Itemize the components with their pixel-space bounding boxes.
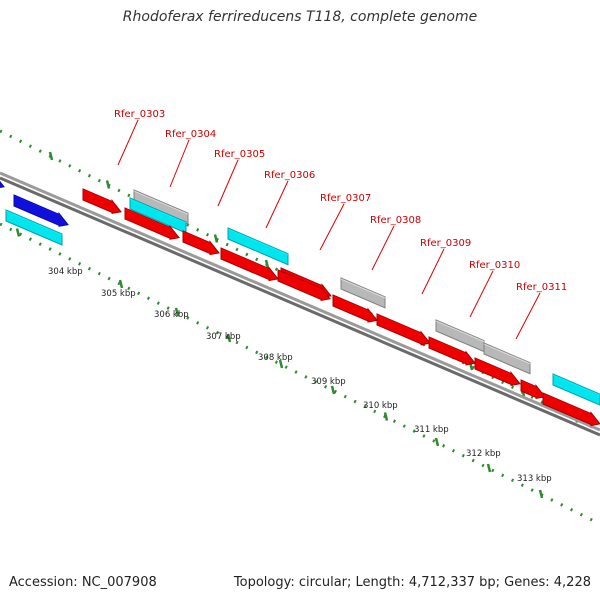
- outer-major-tick: [264, 259, 270, 269]
- inner-major-tick: [383, 412, 389, 421]
- gene-arrow-inner-5: [428, 336, 476, 366]
- gene-arrow-0306a-highlight: [182, 231, 211, 245]
- inner-major-tick: [278, 359, 284, 369]
- kbp-label-1: 305 kbp: [101, 289, 136, 299]
- gene-label-2: Rfer_0305: [214, 149, 265, 160]
- gene-arrow-inner-2-highlight: [220, 248, 270, 271]
- accession-text: Accession: NC_007908: [9, 575, 157, 590]
- leader-line-4: [319, 203, 345, 251]
- kbp-label-2: 306 kbp: [154, 310, 189, 320]
- gene-label-5: Rfer_0308: [370, 215, 421, 226]
- inner-major-tick: [434, 437, 440, 447]
- gene-arrow-0304-gray: [133, 189, 189, 225]
- gene-label-0: Rfer_0303: [114, 109, 165, 120]
- map-title: Rhodoferax ferrireducens T118, complete …: [122, 9, 478, 25]
- backbone-line-shadow: [0, 176, 600, 437]
- gene-arrow-cyan-end: [552, 373, 600, 406]
- gene-arrow-inner-7: [542, 392, 600, 427]
- gene-arrow-inner-1: [124, 207, 180, 240]
- gene-label-4: Rfer_0307: [320, 193, 371, 204]
- gene-arrow-cyan-2: [5, 209, 63, 246]
- gene-arrow-0306a: [182, 230, 220, 256]
- gene-arrow-inner-3-highlight: [277, 270, 322, 290]
- inner-major-tick: [118, 279, 124, 289]
- inner-major-tick: [486, 463, 492, 473]
- gene-arrow-inner-4-highlight: [332, 295, 369, 312]
- kbp-label-6: 310 kbp: [363, 401, 398, 411]
- gene-arrow-small: [520, 379, 546, 400]
- kbp-label-7: 311 kbp: [414, 425, 449, 435]
- kbp-label-9: 313 kbp: [517, 474, 552, 484]
- inner-tick-ring: [0, 222, 600, 526]
- gene-arrow-inner-2: [220, 247, 279, 282]
- kbp-label-4: 308 kbp: [258, 353, 293, 363]
- kbp-label-0: 304 kbp: [48, 267, 83, 277]
- gene-arrow-cyan-end-highlight: [552, 374, 600, 396]
- gene-arrow-inner-1-highlight: [124, 208, 171, 229]
- topology-text: Topology: circular; Length: 4,712,337 bp…: [233, 575, 591, 590]
- leader-line-2: [217, 159, 239, 207]
- gene-arrow-0308-highlight: [340, 278, 386, 299]
- outer-major-tick: [105, 180, 111, 189]
- leader-line-0: [117, 119, 139, 166]
- gene-label-1: Rfer_0304: [165, 129, 216, 140]
- gene-arrow-0303-highlight: [82, 189, 113, 203]
- gene-arrow-0309-highlight: [376, 314, 422, 335]
- outer-tick-ring: [0, 129, 600, 433]
- gene-arrow-0306-highlight: [227, 228, 289, 256]
- gene-arrow-inner-4: [332, 294, 378, 323]
- kbp-label-3: 307 kbp: [206, 332, 241, 342]
- kbp-label-5: 309 kbp: [311, 377, 346, 387]
- gene-arrow-inner-5-highlight: [428, 337, 467, 355]
- inner-major-tick: [15, 228, 21, 237]
- inner-major-tick: [174, 307, 180, 317]
- inner-major-tick: [330, 385, 336, 395]
- gene-arrow-blue-2: [13, 194, 69, 227]
- inner-major-tick: [226, 333, 232, 343]
- gene-arrow-0310-highlight: [435, 320, 485, 343]
- leader-line-8: [515, 292, 541, 340]
- gene-arrow-0304-gray-highlight: [133, 190, 189, 215]
- gene-arrow-blue-2-highlight: [13, 195, 60, 216]
- gene-arrow-0308: [340, 277, 386, 309]
- leader-line-7: [469, 270, 494, 318]
- leader-line-1: [169, 139, 190, 188]
- inner-major-tick: [538, 489, 544, 499]
- gene-arrow-inner-3: [277, 269, 331, 302]
- gene-label-3: Rfer_0306: [264, 170, 315, 181]
- gene-label-6: Rfer_0309: [420, 238, 471, 249]
- gene-arrow-cyan-2-highlight: [5, 210, 63, 236]
- kbp-label-8: 312 kbp: [466, 449, 501, 459]
- outer-major-tick: [48, 151, 54, 161]
- gene-arrow-inner-6: [474, 357, 521, 387]
- gene-arrow-inner-6-highlight: [474, 358, 512, 375]
- gene-arrow-0306: [227, 227, 289, 266]
- outer-major-tick: [213, 234, 219, 243]
- leader-line-5: [371, 225, 395, 271]
- gene-arrow-0303: [82, 188, 122, 215]
- gene-arrow-blue: [0, 180, 5, 189]
- gene-label-8: Rfer_0311: [516, 282, 567, 293]
- gene-arrow-0307-highlight: [280, 268, 323, 288]
- gene-arrow-inner-7-highlight: [542, 393, 592, 416]
- backbone-line: [0, 171, 600, 432]
- gene-arrow-0311: [483, 342, 531, 375]
- gene-arrow-0311-highlight: [483, 343, 531, 365]
- gene-arrow-0309: [376, 313, 431, 346]
- leader-line-3: [265, 180, 289, 229]
- gene-arrow-0304-cyan-highlight: [129, 198, 187, 224]
- leader-line-6: [421, 248, 445, 295]
- gene-arrow-small-highlight: [520, 380, 537, 388]
- gene-label-7: Rfer_0310: [469, 260, 520, 271]
